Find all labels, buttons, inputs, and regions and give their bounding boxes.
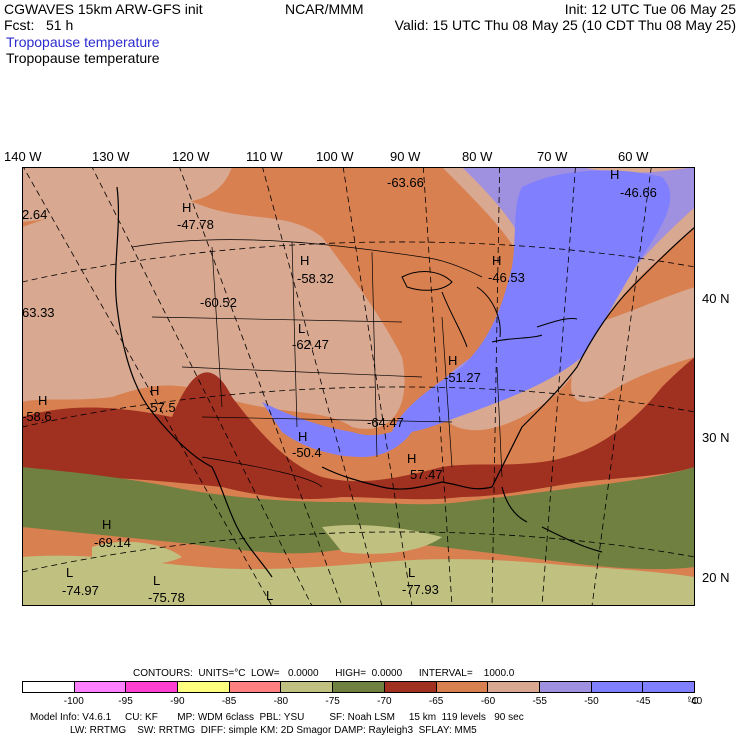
tropopause-temperature-map: H -47.78 -63.66 H -46.66 2.64 H -46.53 H… [22,167,695,606]
lon-label: 90 W [390,149,421,164]
value-label: -64.47 [367,415,404,430]
lon-label: 130 W [92,149,130,164]
lon-label: 60 W [618,149,649,164]
low-marker: L [408,565,415,580]
low-value: -75.78 [148,590,185,605]
color-legend-swatch [591,682,644,692]
low-marker: L [153,573,160,588]
color-legend-swatch [488,682,540,692]
great-lakes [401,271,578,348]
color-legend-swatch [178,682,230,692]
value-label: 2.64 [22,207,47,222]
color-legend-swatch [539,682,592,692]
forecast-hour: Fcst: 51 h [4,17,74,33]
coastlines [114,186,695,578]
high-value: 57.47 [410,467,443,482]
low-value: -74.97 [62,583,99,598]
value-label: 63.33 [22,305,55,320]
field-title-contour: Tropopause temperature [6,50,160,66]
color-legend-label: -55 [532,696,547,707]
org-label: NCAR/MMM [285,1,364,17]
color-legend-swatch [436,682,489,692]
color-legend-label: °C [687,696,699,707]
low-value: -77.93 [402,582,439,597]
color-legend-swatch [643,682,694,692]
color-legend-swatch [74,682,127,692]
shade-dark-red [22,357,695,500]
shade-light-salmon-nw [22,167,232,222]
color-legend-label: -75 [325,696,340,707]
color-legend-label: -80 [273,696,289,707]
color-legend-label: -90 [170,696,185,707]
map-frame [22,167,695,606]
color-legend-label: -60 [480,696,496,707]
low-marker: L [266,588,273,603]
high-value: -50.4 [292,445,322,460]
high-value: -58.6 [22,409,52,424]
high-value: -47.78 [177,217,214,232]
high-marker: H [38,393,47,408]
color-legend-label: -100 [63,696,84,707]
low-value: -62.47 [292,337,329,352]
low-marker: L [66,565,73,580]
high-value: -51.27 [444,370,481,385]
high-marker: H [448,353,457,368]
shade-light-salmon [22,194,405,429]
color-legend-swatch [281,682,334,692]
color-legend-label: -85 [221,696,237,707]
model-title: CGWAVES 15km ARW-GFS init [4,1,203,17]
lat-label: 20 N [702,570,730,585]
color-legend-label: -70 [377,696,392,707]
high-value: -46.66 [620,185,657,200]
init-time: Init: 12 UTC Tue 06 May 25 [564,1,736,17]
shade-khaki [22,555,695,606]
shade-khaki-west [92,541,182,566]
value-label: -63.66 [387,175,424,190]
color-legend-label: -95 [118,696,133,707]
color-legend-swatch [384,682,437,692]
high-marker: H [102,517,111,532]
shade-blue-south [262,402,422,457]
color-legend-swatch [126,682,179,692]
high-marker: H [610,167,619,182]
high-marker: H [492,253,501,268]
lon-label: 70 W [537,149,568,164]
lat-label: 30 N [702,430,730,445]
value-label: -60.52 [200,295,237,310]
shade-blue [392,170,671,433]
field-title-shaded: Tropopause temperature [6,34,160,50]
model-info-line1: Model Info: V4.6.1 CU: KF MP: WDM 6class… [30,712,524,723]
low-marker: L [298,321,305,336]
lat-label: 40 N [702,291,730,306]
color-legend-swatch [229,682,282,692]
state-borders [131,239,503,488]
color-legend-swatch [23,682,75,692]
lon-label: 120 W [172,149,210,164]
lon-label: 80 W [462,149,493,164]
lon-label: 110 W [246,149,283,164]
high-marker: H [300,253,309,268]
color-legend-label: -40 [687,696,703,707]
color-legend-label: -50 [584,696,599,707]
contours-info: CONTOURS: UNITS=°C LOW= 0.0000 HIGH= 0.0… [133,668,515,679]
valid-time: Valid: 15 UTC Thu 08 May 25 (10 CDT Thu … [394,17,736,33]
high-marker: H [298,429,307,444]
high-value: -69.14 [94,535,131,550]
color-legend-label: -65 [428,696,444,707]
color-legend-swatch [333,682,385,692]
color-legend [22,681,695,693]
color-legend-label: -45 [635,696,651,707]
high-value: -46.53 [488,270,525,285]
high-marker: H [150,383,159,398]
lon-label: 100 W [316,149,354,164]
lon-label: 140 W [4,149,42,164]
high-value: -57.5 [146,400,176,415]
model-info-line2: LW: RRTMG SW: RRTMG DIFF: simple KM: 2D … [70,725,477,736]
high-value: -58.32 [297,271,334,286]
shade-light-salmon-se [571,287,695,402]
high-marker: H [407,451,416,466]
high-marker: H [182,200,191,215]
